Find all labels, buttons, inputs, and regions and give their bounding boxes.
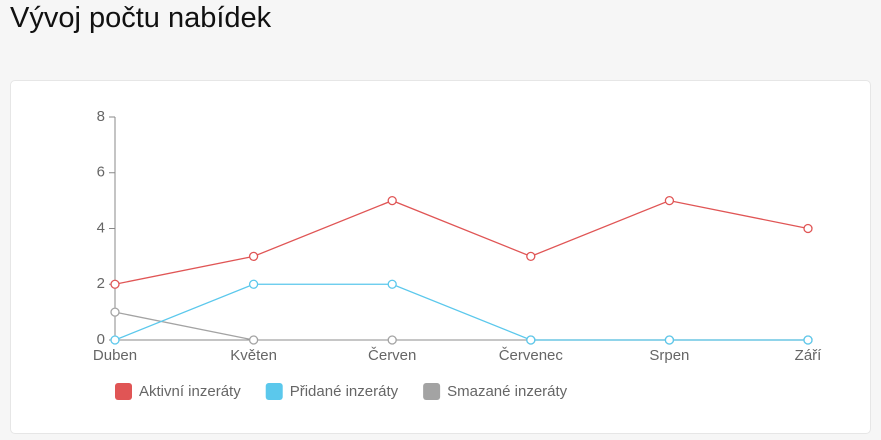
x-tick-label: Červen [368,347,416,364]
legend-swatch [115,383,132,400]
x-tick-label: Červenec [499,347,564,364]
data-point [526,251,536,262]
data-point [248,279,259,289]
data-point [110,279,120,289]
chart-card [10,80,871,434]
data-point [387,335,397,345]
y-tick-label: 8 [97,108,105,125]
data-point [110,307,120,317]
x-tick-label: Duben [93,347,137,364]
data-point [664,195,675,206]
x-tick-label: Září [795,347,823,364]
data-point [387,279,397,289]
legend-swatch [265,383,283,400]
x-tick-label: Květen [230,347,277,364]
data-point [803,223,813,234]
y-tick-label: 2 [97,275,105,292]
data-point [248,335,259,345]
y-tick-label: 4 [97,219,105,236]
legend-label: Smazané inzeráty [447,383,568,400]
page-title: Vývoj počtu nabídek [10,2,272,34]
legend-swatch [423,383,441,400]
legend-label: Přidané inzeráty [290,383,399,400]
y-tick-label: 0 [97,331,105,348]
data-point [110,335,120,345]
y-tick-label: 6 [97,164,105,181]
x-tick-label: Srpen [649,347,689,364]
series-line [114,311,808,341]
legend-label: Aktivní inzeráty [139,383,241,400]
data-point [387,195,397,206]
series-line [114,283,808,341]
data-point [248,251,259,262]
data-point [526,335,536,345]
series-line [114,199,809,285]
data-point [664,335,675,345]
data-point [803,335,813,345]
